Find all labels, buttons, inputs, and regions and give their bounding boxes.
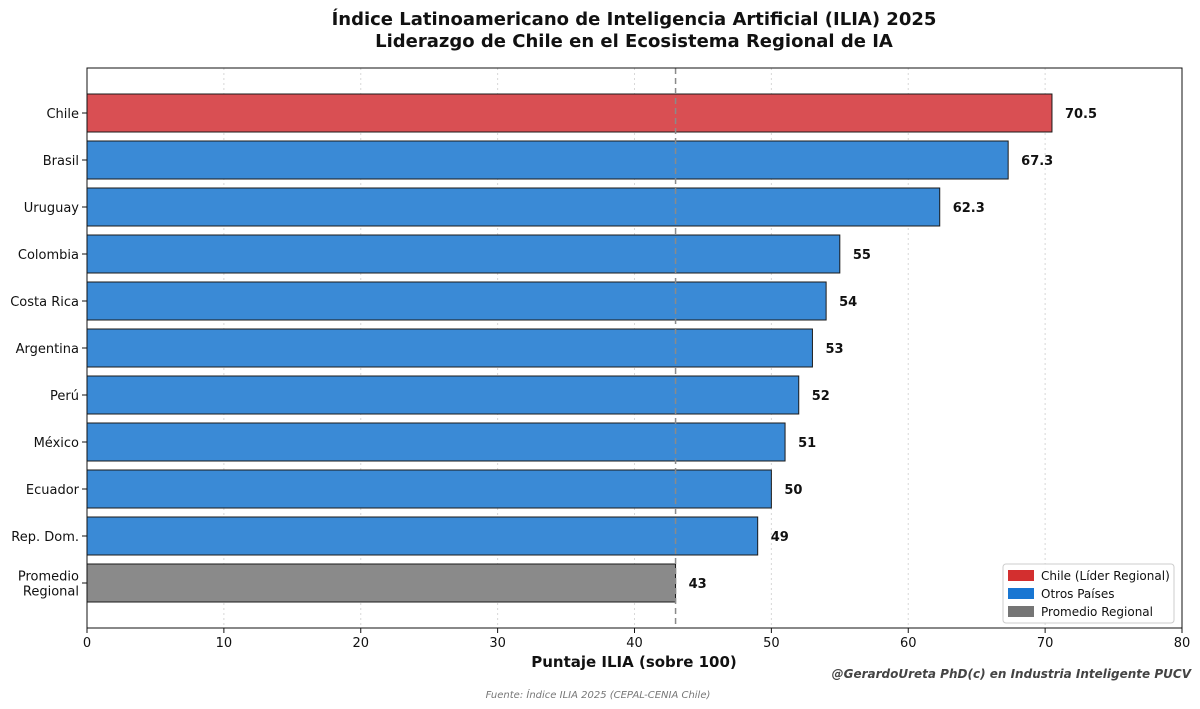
author-credit: @GerardoUreta PhD(c) en Industria Inteli… <box>832 667 1193 681</box>
y-category-label-line: Regional <box>23 585 79 600</box>
value-labels: 70.5 67.3 62.3 55 54 53 52 51 50 49 43 <box>689 107 1097 592</box>
y-category-label-line: Promedio <box>18 570 79 585</box>
x-tick-label: 10 <box>216 636 233 651</box>
y-category-label: Chile <box>46 107 79 122</box>
value-label: 67.3 <box>1021 154 1053 169</box>
value-label: 54 <box>839 295 857 310</box>
bars <box>86 93 1053 603</box>
bar-colombia <box>86 234 841 274</box>
value-label: 43 <box>689 577 707 592</box>
x-tick-label: 50 <box>763 636 780 651</box>
y-category-label: Perú <box>50 389 79 404</box>
y-category-label-line: Argentina <box>16 342 79 357</box>
chart-subtitle: Liderazgo de Chile en el Ecosistema Regi… <box>375 31 893 52</box>
legend-swatch-otros <box>1008 588 1034 599</box>
x-tick-label: 80 <box>1174 636 1191 651</box>
bar-m-xico <box>86 422 786 462</box>
legend-label-otros: Otros Países <box>1041 587 1115 601</box>
bar-costa-rica <box>86 281 827 321</box>
bar-brasil <box>86 140 1009 180</box>
y-category-label-line: Uruguay <box>24 201 80 216</box>
bar-per- <box>86 375 800 415</box>
legend-swatch-promedio <box>1008 606 1034 617</box>
legend: Chile (Líder Regional) Otros Países Promed… <box>1002 563 1175 624</box>
y-category-label: Rep. Dom. <box>11 530 79 545</box>
y-category-label-line: Perú <box>50 389 79 404</box>
value-label: 49 <box>771 530 789 545</box>
y-category-label: Argentina <box>16 342 79 357</box>
bar-rep-dom- <box>86 516 759 556</box>
x-tick-label: 60 <box>900 636 917 651</box>
y-category-label-line: Rep. Dom. <box>11 530 79 545</box>
bar-promedio-regional <box>86 563 677 603</box>
y-category-label-line: Ecuador <box>26 483 80 498</box>
legend-label-promedio: Promedio Regional <box>1041 605 1153 619</box>
x-tick-label: 40 <box>626 636 643 651</box>
y-category-label-line: Brasil <box>43 154 79 169</box>
x-axis-ticks: 0 10 20 30 40 50 60 70 80 <box>83 628 1190 651</box>
y-category-label-line: Chile <box>46 107 79 122</box>
y-axis-categories: Chile Brasil Uruguay Colombia Costa Rica Arge… <box>10 107 87 600</box>
y-category-label: Brasil <box>43 154 79 169</box>
legend-label-chile: Chile (Líder Regional) <box>1041 569 1170 583</box>
value-label: 70.5 <box>1065 107 1097 122</box>
y-category-label-line: Colombia <box>18 248 79 263</box>
x-axis-label: Puntaje ILIA (sobre 100) <box>531 653 737 671</box>
value-label: 62.3 <box>953 201 985 216</box>
value-label: 53 <box>825 342 843 357</box>
value-label: 51 <box>798 436 816 451</box>
y-category-label: Colombia <box>18 248 79 263</box>
y-category-label: Ecuador <box>26 483 80 498</box>
y-category-label: México <box>34 436 79 451</box>
bar-uruguay <box>86 187 941 227</box>
bar-chile <box>86 93 1053 133</box>
value-label: 52 <box>812 389 830 404</box>
value-label: 50 <box>784 483 802 498</box>
y-category-label: Promedio Regional <box>18 570 79 600</box>
bar-ecuador <box>86 469 772 509</box>
legend-box <box>1002 563 1175 624</box>
y-category-label: Uruguay <box>24 201 80 216</box>
x-tick-label: 0 <box>83 636 91 651</box>
value-label: 55 <box>853 248 871 263</box>
chart-title: Índice Latinoamericano de Inteligencia A… <box>332 8 937 30</box>
x-tick-label: 70 <box>1037 636 1054 651</box>
x-tick-label: 20 <box>352 636 369 651</box>
source-note: Fuente: Índice ILIA 2025 (CEPAL-CENIA Ch… <box>486 688 711 701</box>
y-category-label-line: México <box>34 436 79 451</box>
bar-argentina <box>86 328 813 368</box>
x-tick-label: 30 <box>489 636 506 651</box>
y-category-label: Costa Rica <box>10 295 79 310</box>
legend-swatch-chile <box>1008 570 1034 581</box>
y-category-label-line: Costa Rica <box>10 295 79 310</box>
